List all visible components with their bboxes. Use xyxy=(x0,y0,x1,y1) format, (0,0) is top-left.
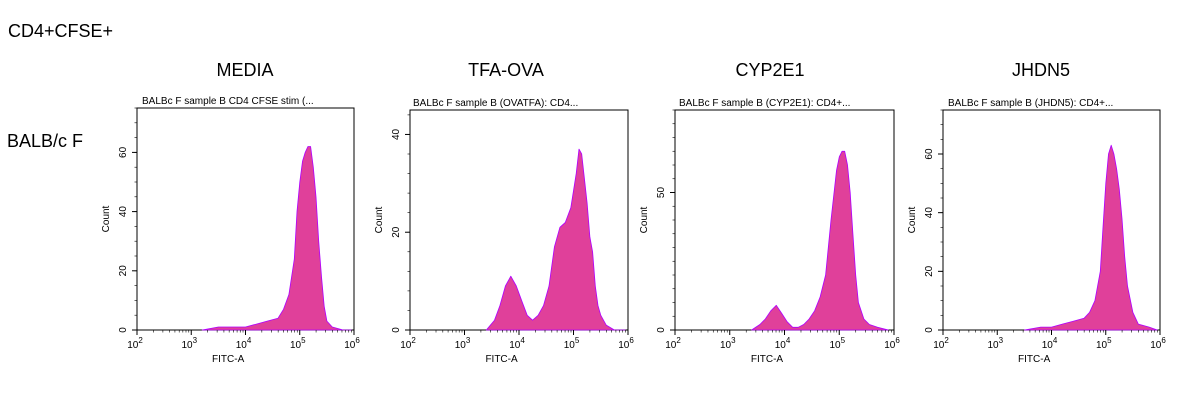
figure-label: CD4+CFSE+ xyxy=(8,21,113,41)
y-axis-label: Count xyxy=(907,206,918,233)
histogram-series xyxy=(751,150,889,331)
histogram-panel-2: TFA-OVA BALBc F sample B (OVATFA): CD4...… xyxy=(374,60,634,365)
plot-frame xyxy=(674,109,895,331)
y-tick-label: 40 xyxy=(924,207,935,219)
x-tick-label: 106 xyxy=(618,336,634,351)
plot-title: BALBc F sample B (JHDN5): CD4+... xyxy=(948,98,1113,109)
y-tick-label: 0 xyxy=(118,327,129,333)
condition-title: TFA-OVA xyxy=(468,60,544,80)
x-tick-label: 103 xyxy=(720,336,736,351)
x-axis-label: FITC-A xyxy=(212,354,245,365)
x-tick-label: 106 xyxy=(1150,336,1166,351)
x-tick-label: 105 xyxy=(564,336,580,351)
y-axis-label: Count xyxy=(639,206,650,233)
x-tick-label: 103 xyxy=(181,336,197,351)
plot-title: BALBc F sample B (OVATFA): CD4... xyxy=(413,98,578,109)
y-tick-label: 0 xyxy=(391,327,402,333)
y-tick-label: 60 xyxy=(118,146,129,158)
condition-title: JHDN5 xyxy=(1012,60,1070,80)
x-axis-label: FITC-A xyxy=(485,354,518,365)
histogram-series xyxy=(485,148,626,331)
x-tick-label: 106 xyxy=(884,336,900,351)
y-tick-label: 20 xyxy=(118,265,129,277)
x-axis-label: FITC-A xyxy=(751,354,784,365)
y-tick-label: 40 xyxy=(391,128,402,140)
x-tick-label: 104 xyxy=(1042,336,1058,351)
x-tick-label: 105 xyxy=(829,336,845,351)
y-tick-label: 0 xyxy=(924,327,935,333)
row-label: BALB/c F xyxy=(7,131,83,151)
plot-title: BALBc F sample B (CYP2E1): CD4+... xyxy=(679,98,850,109)
x-tick-label: 103 xyxy=(987,336,1003,351)
y-axis-label: Count xyxy=(374,206,385,233)
x-tick-label: 102 xyxy=(127,336,143,351)
x-tick-label: 105 xyxy=(1096,336,1112,351)
x-tick-label: 104 xyxy=(775,336,791,351)
x-tick-label: 102 xyxy=(400,336,416,351)
y-tick-label: 0 xyxy=(656,327,667,333)
x-axis-label: FITC-A xyxy=(1018,354,1051,365)
y-tick-label: 20 xyxy=(391,226,402,238)
x-tick-label: 102 xyxy=(933,336,949,351)
histogram-series xyxy=(1024,144,1158,331)
y-tick-label: 60 xyxy=(924,148,935,160)
x-tick-label: 106 xyxy=(344,336,360,351)
x-tick-label: 104 xyxy=(509,336,525,351)
histogram-panel-3: CYP2E1 BALBc F sample B (CYP2E1): CD4+...… xyxy=(639,60,900,365)
condition-title: CYP2E1 xyxy=(735,60,804,80)
x-tick-label: 105 xyxy=(290,336,306,351)
y-tick-label: 20 xyxy=(924,265,935,277)
y-tick-label: 50 xyxy=(656,187,667,199)
x-tick-label: 102 xyxy=(665,336,681,351)
histogram-series xyxy=(201,146,352,331)
histogram-panel-4: JHDN5 BALBc F sample B (JHDN5): CD4+... 10… xyxy=(907,60,1166,365)
plot-title: BALBc F sample B CD4 CFSE stim (... xyxy=(142,96,314,107)
histogram-panel-1: MEDIA BALBc F sample B CD4 CFSE stim (...… xyxy=(101,60,360,365)
histogram-panels: MEDIA BALBc F sample B CD4 CFSE stim (...… xyxy=(101,60,1166,365)
condition-title: MEDIA xyxy=(216,60,273,80)
x-tick-label: 103 xyxy=(455,336,471,351)
y-axis-label: Count xyxy=(101,205,112,232)
x-tick-label: 104 xyxy=(236,336,252,351)
y-tick-label: 40 xyxy=(118,206,129,218)
